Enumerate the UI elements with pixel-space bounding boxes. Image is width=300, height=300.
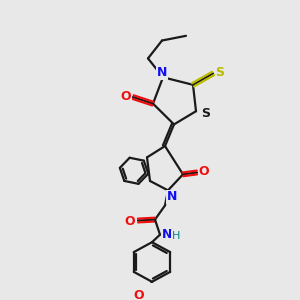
Text: O: O [134,290,144,300]
Text: H: H [172,231,180,241]
Text: S: S [202,106,211,120]
Text: O: O [199,165,209,178]
Text: N: N [162,228,172,241]
Text: O: O [121,90,131,103]
Text: O: O [125,215,135,228]
Text: N: N [157,66,167,79]
Text: N: N [167,190,177,203]
Text: S: S [215,66,224,79]
